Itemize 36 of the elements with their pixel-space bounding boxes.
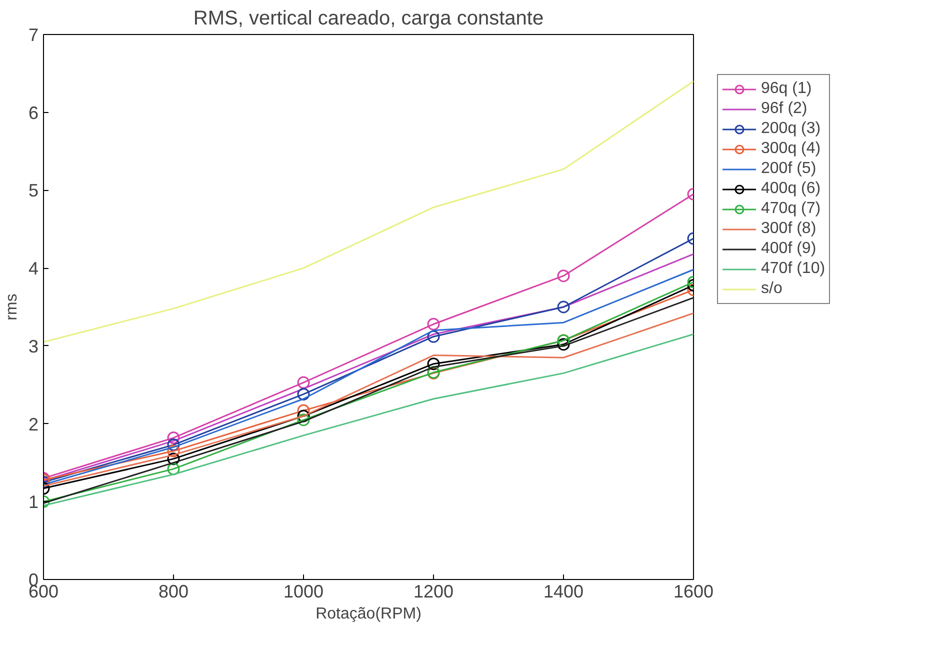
y-tick-label: 3 — [28, 336, 39, 356]
point — [427, 330, 440, 343]
point — [297, 414, 310, 426]
legend-label: 300f (8) — [761, 220, 816, 238]
y-tick-label: 5 — [28, 180, 39, 201]
line-series — [44, 80, 694, 343]
point — [297, 376, 310, 389]
legend-label: 470f (10) — [761, 260, 826, 278]
point — [297, 388, 310, 400]
point — [297, 404, 310, 417]
y-tick-label: 7 — [28, 25, 39, 45]
point — [427, 358, 440, 370]
x-tick-label: 800 — [158, 582, 189, 602]
y-axis-title: rms — [3, 294, 20, 320]
point — [297, 410, 310, 422]
legend-label: 96q (1) — [761, 80, 812, 98]
y-tick-label: 4 — [28, 258, 39, 279]
legend-label: 200f (5) — [761, 160, 816, 178]
x-tick-label: 1000 — [283, 582, 324, 602]
x-tick-label: 1200 — [413, 582, 454, 602]
legend-label: 96f (2) — [761, 100, 808, 118]
legend-label: 200q (3) — [761, 120, 821, 138]
legend-label: s/o — [761, 280, 782, 298]
chart-title: RMS, vertical careado, carga constante — [193, 8, 544, 30]
line-series — [44, 334, 694, 506]
legend-label: 470q (7) — [761, 200, 821, 218]
legend-label: 400f (9) — [761, 240, 816, 258]
y-tick-label: 6 — [28, 102, 39, 123]
point — [427, 318, 440, 330]
y-tick-label: 1 — [28, 492, 39, 512]
x-tick-label: 1600 — [673, 582, 714, 602]
legend-label: 400q (6) — [761, 180, 821, 198]
x-axis-title: Rotação(RPM) — [316, 606, 422, 622]
legend-label: 300q (4) — [761, 140, 821, 158]
y-tick-label: 2 — [28, 414, 39, 434]
x-tick-label: 1400 — [543, 582, 584, 602]
